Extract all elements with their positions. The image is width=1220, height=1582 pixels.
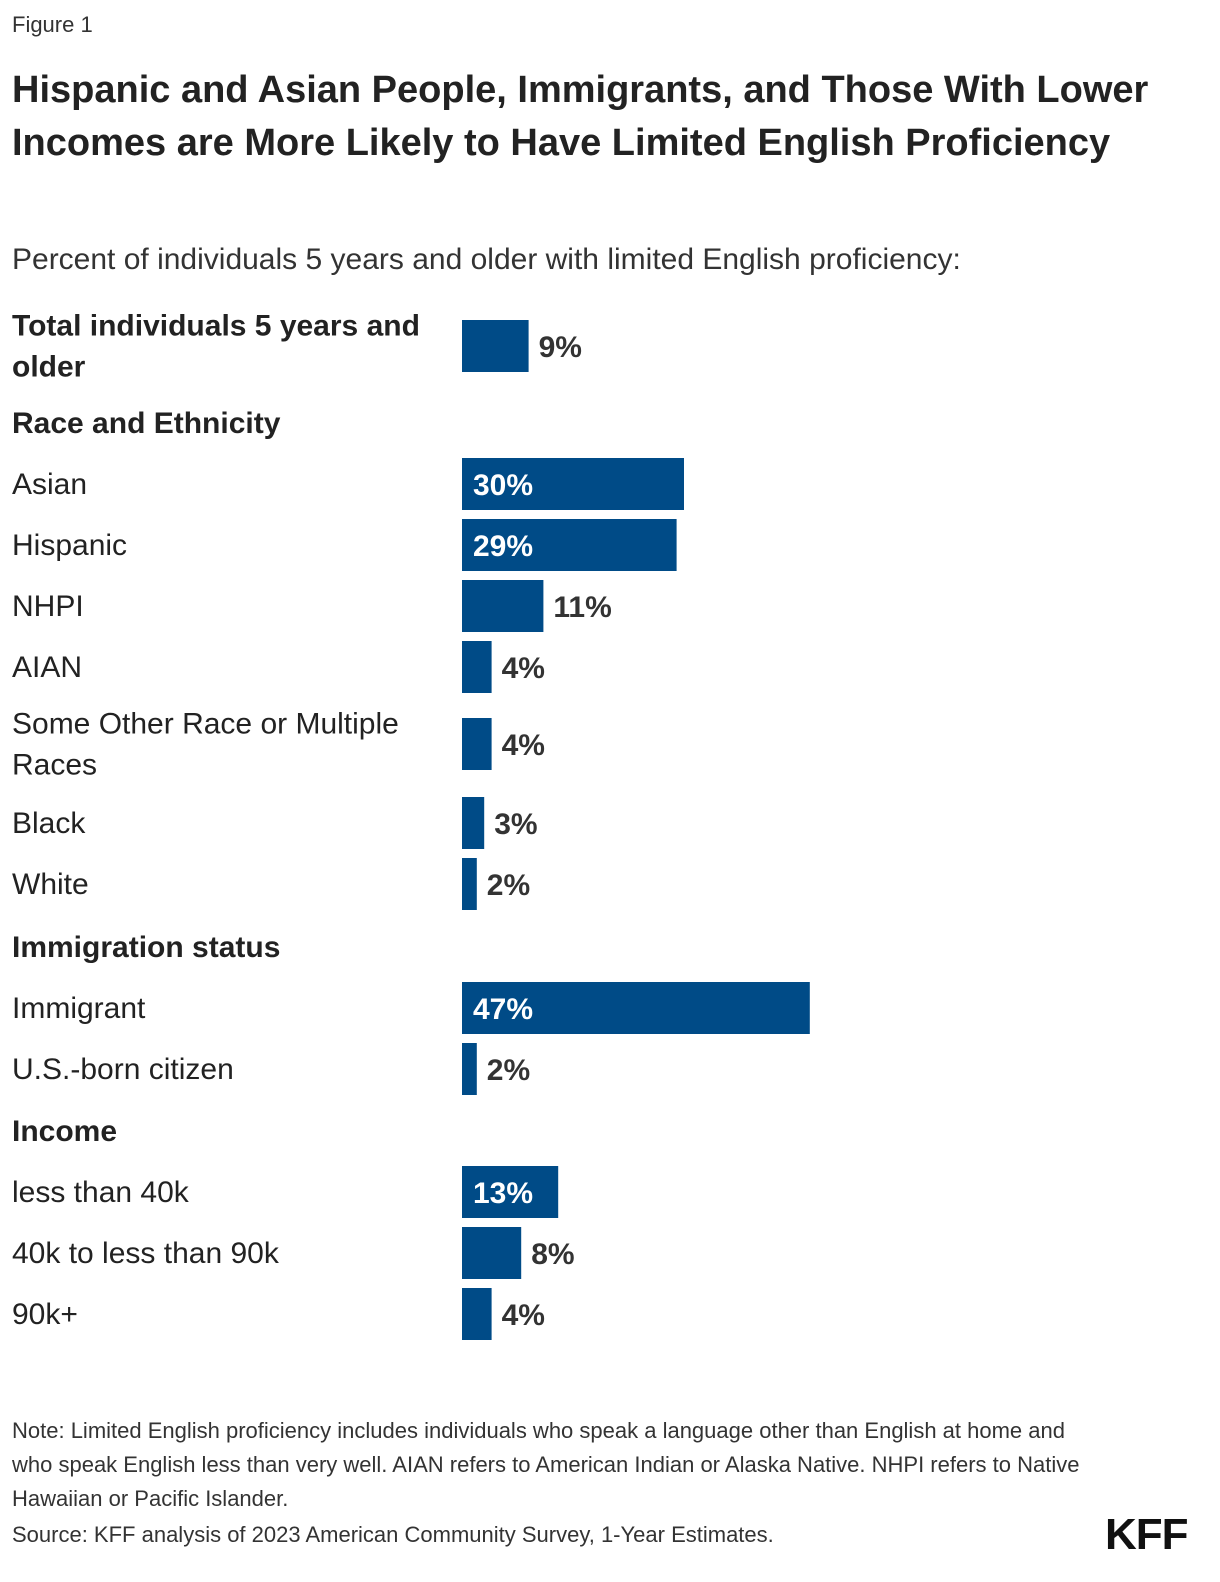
bar-row-aian: AIAN 4%	[12, 641, 545, 693]
bar-row-asian: Asian 30%	[12, 458, 684, 510]
bar-row-hispanic: Hispanic 29%	[12, 519, 677, 571]
bar	[462, 320, 529, 372]
category-label: NHPI	[12, 590, 84, 623]
bar-row-u-s-born-citizen: U.S.-born citizen 2%	[12, 1043, 530, 1095]
data-label: 13%	[473, 1177, 533, 1210]
category-label: Hispanic	[12, 529, 127, 562]
bar-row-total-individuals-5-years-and-older: Total individuals 5 years and older 9%	[12, 310, 582, 384]
section-header-label: Income	[12, 1115, 117, 1148]
bar-row-40k-to-less-than-90k: 40k to less than 90k 8%	[12, 1227, 575, 1279]
data-label: 47%	[473, 993, 533, 1026]
category-label: Total individuals 5 years and older	[12, 310, 420, 384]
data-label: 30%	[473, 469, 533, 502]
bar-chart: Total individuals 5 years and older 9% Race…	[12, 310, 810, 1340]
category-label: AIAN	[12, 651, 82, 684]
bar	[462, 458, 684, 510]
category-label: 90k+	[12, 1298, 78, 1331]
bar	[462, 1288, 492, 1340]
data-label: 11%	[553, 591, 611, 624]
bar-row-nhpi: NHPI 11%	[12, 580, 612, 632]
chart-source: Source: KFF analysis of 2023 American Co…	[12, 1522, 774, 1547]
bar	[462, 641, 492, 693]
bar	[462, 1166, 559, 1218]
bar-row-immigrant: Immigrant 47%	[12, 982, 810, 1034]
data-label: 29%	[473, 530, 533, 563]
bar	[462, 1227, 522, 1279]
category-label: Asian	[12, 468, 87, 501]
data-label: 3%	[494, 808, 537, 841]
bar-row-black: Black 3%	[12, 797, 538, 849]
section-header-income: Income	[12, 1115, 117, 1148]
section-header-immigration-status: Immigration status	[12, 931, 280, 964]
data-label: 9%	[539, 331, 582, 364]
data-label: 4%	[502, 729, 545, 762]
data-label: 2%	[487, 869, 530, 902]
bar	[462, 858, 477, 910]
category-label: U.S.-born citizen	[12, 1053, 234, 1086]
category-label: 40k to less than 90k	[12, 1237, 280, 1270]
category-label: White	[12, 868, 89, 901]
section-header-label: Race and Ethnicity	[12, 407, 281, 440]
bar	[462, 797, 485, 849]
chart-subtitle: Percent of individuals 5 years and older…	[12, 243, 961, 276]
category-label: less than 40k	[12, 1176, 190, 1209]
bar-row-white: White 2%	[12, 858, 530, 910]
bar	[462, 519, 677, 571]
chart-title: Hispanic and Asian People, Immigrants, a…	[12, 69, 1149, 164]
bar	[462, 580, 544, 632]
figure-label: Figure 1	[12, 12, 93, 37]
kff-logo: KFF	[1105, 1510, 1189, 1559]
bar-row-some-other-race-or-multiple-races: Some Other Race or Multiple Races 4%	[12, 708, 545, 782]
category-label: Some Other Race or Multiple Races	[12, 708, 399, 782]
section-header-label: Immigration status	[12, 931, 280, 964]
bar	[462, 1043, 477, 1095]
bar	[462, 982, 810, 1034]
section-header-race-and-ethnicity: Race and Ethnicity	[12, 407, 281, 440]
category-label: Black	[12, 807, 86, 840]
bar-row-less-than-40k: less than 40k 13%	[12, 1166, 559, 1218]
bar-row-90k: 90k+ 4%	[12, 1288, 545, 1340]
data-label: 4%	[502, 652, 545, 685]
data-label: 8%	[531, 1238, 574, 1271]
data-label: 2%	[487, 1054, 530, 1087]
data-label: 4%	[502, 1299, 545, 1332]
chart-note: Note: Limited English proficiency includ…	[12, 1418, 1080, 1511]
bar	[462, 718, 492, 770]
category-label: Immigrant	[12, 992, 146, 1025]
